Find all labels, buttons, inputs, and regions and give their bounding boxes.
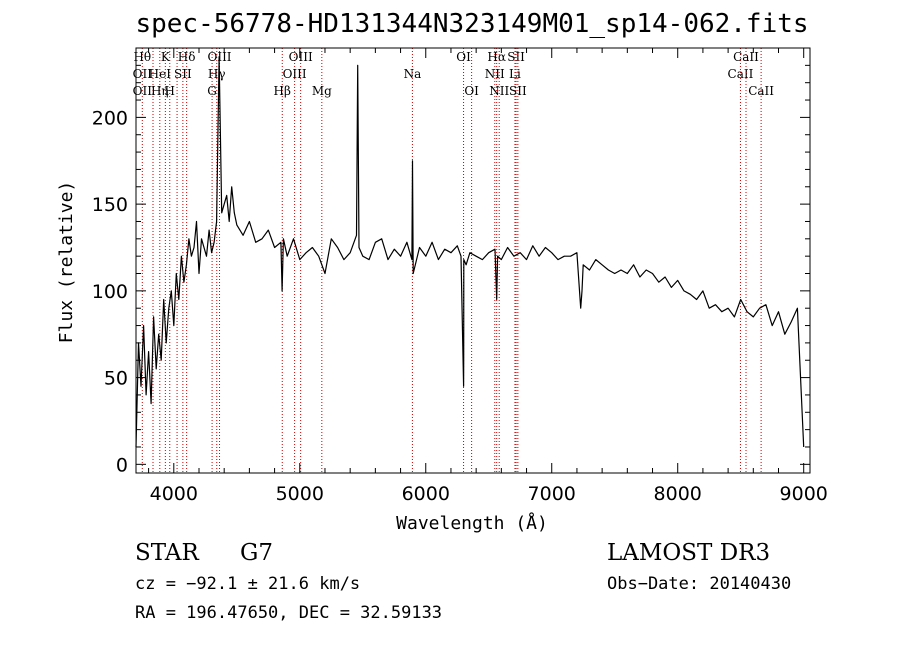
y-axis: 0 50 100 150 200	[92, 64, 810, 476]
line-marker-label: Hη	[151, 84, 169, 98]
x-tick-label: 7000	[528, 483, 576, 505]
x-axis-label: Wavelength (Å)	[396, 512, 548, 534]
chart-title: spec-56778-HD131344N323149M01_sp14-062.f…	[135, 9, 808, 39]
line-marker-label: SII	[507, 50, 525, 64]
coordinates: RA = 196.47650, DEC = 32.59133	[135, 603, 443, 623]
x-tick-label: 5000	[276, 483, 324, 505]
line-marker-label: OIII	[289, 50, 313, 64]
line-marker-label: Na	[404, 67, 422, 81]
x-tick-label: 8000	[654, 483, 702, 505]
survey-name: LAMOST DR3	[607, 540, 771, 566]
line-marker-label: HeI	[149, 67, 172, 81]
line-marker-label: SII	[509, 84, 527, 98]
x-axis: 4000 5000 6000 7000 8000 9000	[148, 48, 828, 505]
line-marker-label: Hβ	[274, 84, 291, 98]
line-marker-label: Hγ	[208, 67, 226, 81]
object-class: STAR	[135, 540, 199, 566]
spectrum-series	[135, 56, 805, 448]
line-marker-label: OII	[133, 84, 153, 98]
line-marker-label: SII	[174, 67, 192, 81]
y-tick-label: 100	[92, 281, 128, 303]
line-marker-label: OI	[464, 84, 479, 98]
y-axis-label: Flux (relative)	[56, 181, 77, 344]
y-tick-label: 0	[116, 454, 128, 476]
object-subclass: G7	[240, 540, 274, 566]
line-marker-label: CaII	[728, 67, 754, 81]
plot-frame	[135, 47, 811, 474]
spectrum-line	[135, 56, 805, 448]
line-marker-label: K	[161, 50, 171, 64]
line-marker-label: Hα	[487, 50, 506, 64]
line-marker-label: CaII	[733, 50, 759, 64]
x-tick-label: 6000	[402, 483, 450, 505]
line-marker-label: G	[207, 84, 217, 98]
line-marker-label: OIII	[283, 67, 307, 81]
redshift-info: cz = −92.1 ± 21.6 km/s	[135, 574, 361, 594]
observation-date: Obs−Date: 20140430	[607, 574, 792, 594]
line-marker-label: Hθ	[133, 50, 151, 64]
line-marker-label: CaII	[748, 84, 774, 98]
y-tick-label: 50	[104, 368, 128, 390]
line-marker-label: OII	[133, 67, 153, 81]
line-marker-label: OI	[456, 50, 471, 64]
line-marker-label: H	[165, 84, 175, 98]
line-markers: HθOIIOIIHeIHηKHSIIHδGHγOIIIHβOIIIOIIIMgN…	[133, 48, 774, 473]
line-marker-label: Li	[509, 67, 521, 81]
y-tick-label: 200	[92, 107, 128, 129]
x-tick-label: 4000	[150, 483, 198, 505]
line-marker-label: Mg	[312, 84, 332, 98]
line-marker-label: NII	[485, 67, 505, 81]
y-tick-label: 150	[92, 194, 128, 216]
line-marker-label: Hδ	[178, 50, 196, 64]
x-tick-label: 9000	[780, 483, 828, 505]
line-marker-label: NII	[489, 84, 509, 98]
